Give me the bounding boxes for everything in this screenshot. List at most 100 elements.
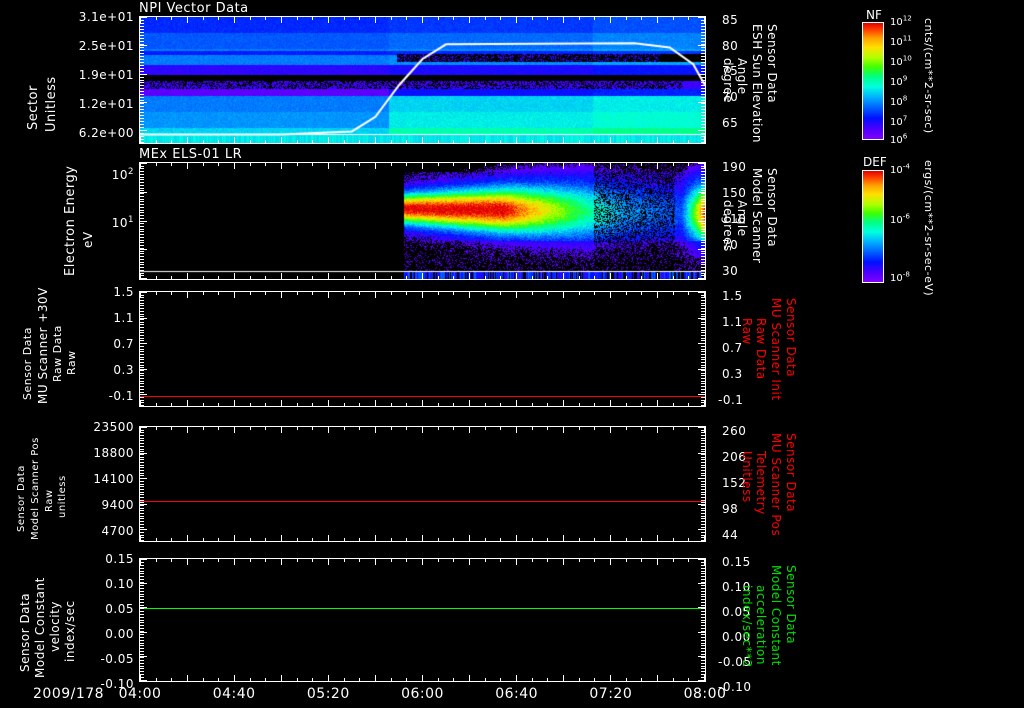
axis-minor-tick-mark [375,538,376,541]
axis-minor-tick-mark [296,276,298,279]
axis-yminor-tick-mark [140,391,144,393]
axis-yminor-tick-mark [701,654,705,656]
axis-minor-tick-mark [641,538,643,541]
axis-yminor-tick-mark [140,22,144,24]
axis-ytick-mark [140,452,147,454]
axis-minor-tick-mark [594,538,596,541]
axis-yminor-tick-mark [140,636,144,638]
axis-minor-tick-mark [672,276,674,279]
axis-yminor-tick-mark [140,55,144,57]
axis-yminor-tick-mark [701,459,705,461]
axis-yminor-tick-mark [701,642,705,644]
axis-minor-tick-mark [469,17,470,20]
axis-minor-tick-mark [657,538,658,541]
axis-yminor-tick-mark [701,529,705,531]
axis-minor-tick-mark [406,276,408,279]
axis-ytick-mark [698,631,705,633]
axis-minor-tick-mark [265,163,267,166]
axis-yminor-tick-mark [140,228,144,230]
axis-minor-tick-mark [500,427,502,430]
axis-yminor-tick-mark [140,628,144,630]
axis-yminor-tick-mark [140,305,144,307]
axis-tick-mark [422,163,423,169]
axis-ytick-mark [698,655,705,657]
axis-minor-tick-mark [202,292,204,295]
axis-yminor-tick-mark [140,494,144,496]
axis-yminor-tick-mark [701,488,705,490]
axis-yminor-tick-mark [140,115,144,117]
axis-ytick-mark [140,583,147,585]
axis-yminor-tick-mark [140,616,144,618]
axis-yminor-tick-mark [701,645,705,647]
axis-yminor-tick-mark [701,380,705,382]
axis-yminor-tick-mark [140,176,144,178]
axis-yminor-tick-mark [701,34,705,36]
axis-minor-tick-mark [704,276,705,279]
panel-3-right-axis-label-0: Sensor Data [784,298,798,378]
axis-yminor-tick-mark [701,318,705,320]
axis-yminor-tick-mark [701,656,705,658]
axis-yminor-tick-mark [140,570,144,572]
axis-yminor-tick-mark [140,453,144,455]
axis-yminor-tick-mark [140,619,144,621]
axis-yminor-tick-mark [140,599,144,601]
axis-tick-mark [281,559,282,565]
panel-1-ytick-3: 1.2e+01 [78,97,134,111]
axis-minor-tick-mark [328,427,329,430]
axis-yminor-tick-mark [140,198,144,200]
axis-minor-tick-mark [359,678,361,681]
axis-tick-mark [375,17,376,23]
axis-minor-tick-mark [406,559,408,562]
axis-minor-tick-mark [249,559,251,562]
axis-minor-tick-mark [187,292,188,295]
axis-yminor-tick-mark [140,593,144,595]
axis-yminor-tick-mark [140,451,144,453]
axis-minor-tick-mark [312,292,314,295]
axis-minor-tick-mark [296,17,298,20]
axis-minor-tick-mark [281,427,282,430]
axis-yminor-tick-mark [701,82,705,84]
axis-yminor-tick-mark [140,505,144,507]
axis-yminor-tick-mark [701,136,705,138]
axis-yminor-tick-mark [701,559,705,560]
axis-yminor-tick-mark [140,171,144,173]
panel-1-left-axis-label-1: Unitless [44,76,59,132]
axis-yminor-tick-mark [140,440,144,442]
axis-yminor-tick-mark [140,300,144,302]
axis-yminor-tick-mark [140,445,144,447]
axis-yminor-tick-mark [140,380,144,382]
axis-ytick-mark [140,368,147,370]
axis-yminor-tick-mark [140,579,144,581]
axis-tick-mark [563,559,564,565]
axis-minor-tick-mark [218,427,220,430]
axis-minor-tick-mark [704,17,705,20]
axis-yminor-tick-mark [140,124,144,126]
axis-minor-tick-mark [375,678,376,681]
axis-minor-tick-mark [704,538,705,541]
axis-yminor-tick-mark [701,375,705,377]
axis-yminor-tick-mark [701,345,705,347]
panel-5-right-ytick-4: -0.05 [718,655,752,669]
axis-yminor-tick-mark [701,343,705,345]
panel-1-right-axis-label-2: Angle [735,58,749,95]
axis-yminor-tick-mark [140,190,144,192]
axis-yminor-tick-mark [701,182,705,184]
axis-minor-tick-mark [500,140,502,143]
axis-minor-tick-mark [296,292,298,295]
axis-yminor-tick-mark [140,662,144,664]
axis-tick-mark [187,17,188,23]
panel-4-right-axis-label-3: Unitless [740,451,754,503]
axis-minor-tick-mark [359,538,361,541]
axis-minor-tick-mark [422,292,423,295]
axis-yminor-tick-mark [140,64,144,66]
axis-minor-tick-mark [547,427,549,430]
axis-ytick-mark [698,607,705,609]
axis-minor-tick-mark [547,163,549,166]
axis-yminor-tick-mark [701,610,705,612]
panel-1-right-axis-label-3: degree [721,58,735,104]
panel-4-plot-area [139,426,706,542]
axis-yminor-tick-mark [140,461,144,463]
axis-minor-tick-mark [672,292,674,295]
axis-yminor-tick-mark [701,272,705,274]
axis-yminor-tick-mark [140,478,144,480]
